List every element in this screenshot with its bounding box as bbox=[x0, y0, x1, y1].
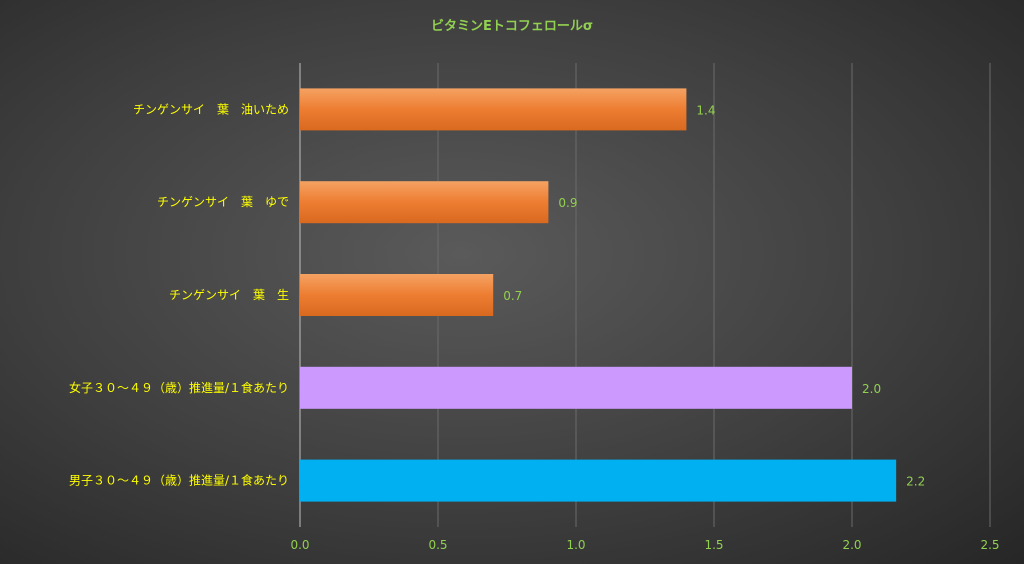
x-tick-label: 1.5 bbox=[704, 538, 723, 552]
bar bbox=[300, 459, 897, 502]
category-label: チンゲンサイ 葉 油いため bbox=[133, 102, 289, 116]
bar bbox=[300, 274, 494, 316]
x-axis-tick-labels: 0.0 0.5 1.0 1.5 2.0 2.5 bbox=[290, 538, 999, 552]
bars bbox=[300, 88, 897, 502]
data-label: 1.4 bbox=[696, 103, 715, 117]
x-tick-label: 2.5 bbox=[980, 538, 999, 552]
data-label: 0.7 bbox=[503, 289, 522, 303]
category-label: 女子３０～４９（歳）推進量/１食あたり bbox=[69, 380, 289, 395]
x-tick-label: 0.0 bbox=[290, 538, 309, 552]
x-tick-label: 2.0 bbox=[842, 538, 861, 552]
bar bbox=[300, 181, 549, 224]
data-label: 2.2 bbox=[906, 475, 925, 489]
category-label: チンゲンサイ 葉 ゆで bbox=[157, 195, 289, 209]
x-tick-label: 0.5 bbox=[428, 538, 447, 552]
data-label: 2.0 bbox=[862, 382, 881, 396]
category-label: チンゲンサイ 葉 生 bbox=[169, 288, 289, 302]
bar bbox=[300, 88, 687, 131]
chart-title: ビタミンEトコフェロールσ bbox=[431, 18, 593, 34]
bar bbox=[300, 366, 852, 409]
x-tick-label: 1.0 bbox=[566, 538, 585, 552]
value-labels: 1.4 0.9 0.7 2.0 2.2 bbox=[503, 103, 925, 488]
data-label: 0.9 bbox=[558, 196, 577, 210]
category-label: 男子３０～４９（歳）推進量/１食あたり bbox=[69, 473, 289, 488]
